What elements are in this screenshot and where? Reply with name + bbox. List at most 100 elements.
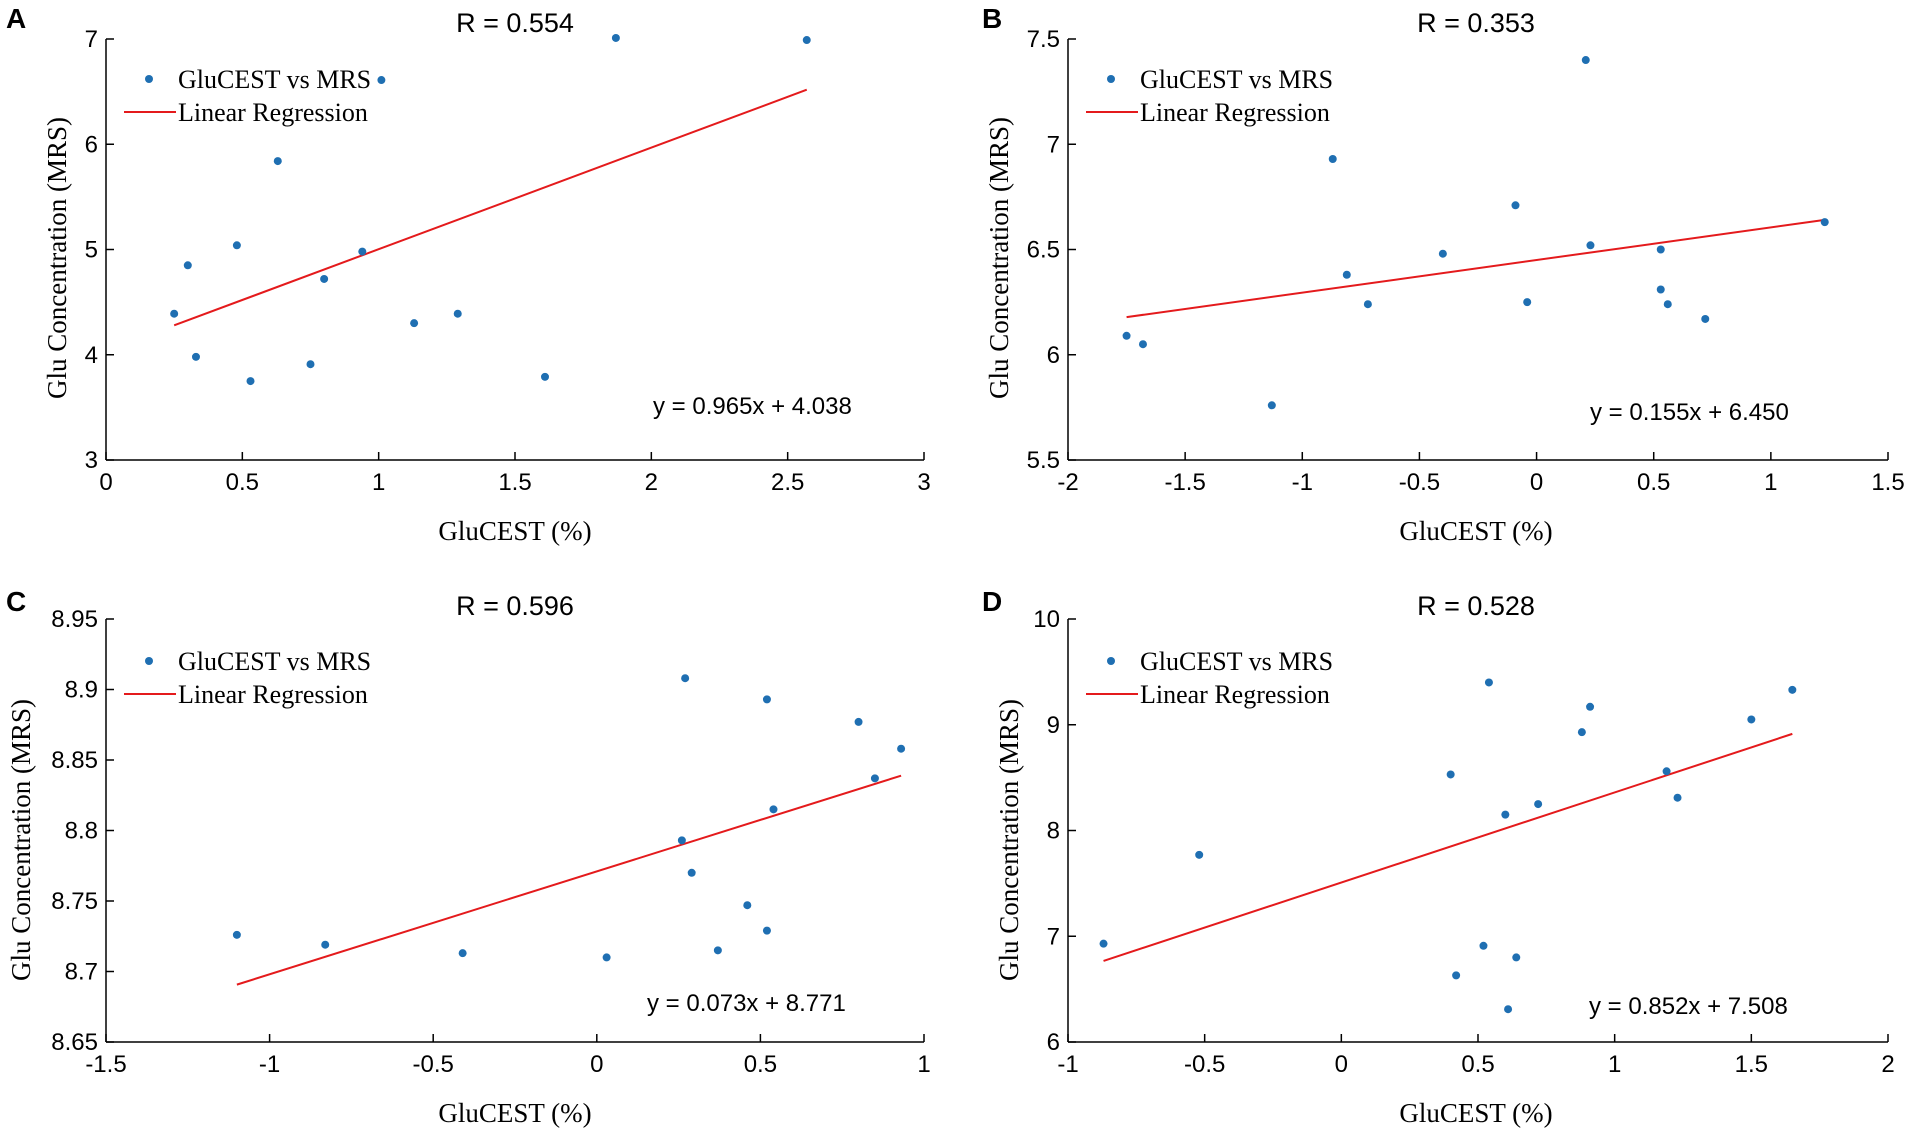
x-tick-label-a: 2 (645, 469, 658, 496)
data-point-c (321, 940, 330, 949)
x-tick-label-a: 0.5 (226, 469, 259, 496)
x-tick-label-b: 1.5 (1871, 469, 1904, 496)
data-point-a (246, 377, 255, 386)
y-tick-label-c: 8.9 (65, 677, 98, 704)
y-tick-label-c: 8.85 (51, 747, 98, 774)
y-tick-label-d: 6 (1047, 1029, 1060, 1056)
y-tick-label-b: 7.5 (1027, 26, 1060, 53)
x-tick-label-b: 1 (1764, 469, 1777, 496)
panel-letter-c: C (6, 586, 26, 617)
data-point-d (1586, 702, 1595, 711)
plot-area-a: 0 0.5 1 1.5 2 2.5 3 3 4 5 6 7 (85, 26, 931, 496)
data-point-c (743, 901, 752, 910)
x-tick-label-a: 2.5 (771, 469, 804, 496)
x-tick-label-d: 1 (1608, 1051, 1621, 1078)
y-tick-label-a: 6 (85, 131, 98, 158)
legend-label-regression-a: Linear Regression (178, 98, 368, 127)
data-point-a (802, 36, 811, 45)
x-tick-label-a: 3 (917, 469, 930, 496)
legend-label-regression-b: Linear Regression (1140, 98, 1330, 127)
panel-letter-a: A (6, 3, 26, 34)
data-point-d (1479, 941, 1488, 950)
y-tick-label-c: 8.7 (65, 959, 98, 986)
data-point-b (1586, 241, 1595, 250)
regression-line-c (236, 774, 902, 986)
data-point-a (453, 309, 462, 318)
x-tick-label-d: 2 (1881, 1051, 1894, 1078)
y-tick-label-c: 8.95 (51, 606, 98, 633)
data-point-c (897, 744, 906, 753)
x-tick-label-a: 1 (372, 469, 385, 496)
x-axis-label-d: GluCEST (%) (1399, 1098, 1552, 1128)
y-tick-label-b: 6 (1047, 342, 1060, 369)
y-tick-label-d: 8 (1047, 818, 1060, 845)
x-axis-label-b: GluCEST (%) (1399, 516, 1552, 546)
y-tick-label-c: 8.65 (51, 1029, 98, 1056)
legend-c: GluCEST vs MRS Linear Regression (124, 647, 371, 709)
y-tick-label-a: 4 (85, 342, 98, 369)
data-point-c (713, 946, 722, 955)
data-point-c (687, 868, 696, 877)
y-tick-label-d: 7 (1047, 923, 1060, 950)
legend-label-regression-d: Linear Regression (1140, 680, 1330, 709)
x-tick-label-d: 1.5 (1735, 1051, 1768, 1078)
panel-a: A R = 0.554 0 0.5 1 1.5 2 2.5 3 3 4 5 6 7 GluCEST (… (6, 3, 931, 546)
data-point-a (306, 360, 315, 369)
data-point-d (1195, 850, 1204, 859)
data-point-b (1820, 218, 1829, 227)
data-point-a (191, 352, 200, 361)
data-point-c (677, 836, 686, 845)
y-tick-label-a: 7 (85, 26, 98, 53)
legend-label-scatter-c: GluCEST vs MRS (178, 647, 371, 676)
x-tick-label-b: -1.5 (1164, 469, 1205, 496)
regression-equation-d: y = 0.852x + 7.508 (1589, 993, 1788, 1020)
data-point-a (377, 76, 386, 85)
y-tick-label-b: 6.5 (1027, 237, 1060, 264)
chart-title-b: R = 0.353 (1417, 8, 1535, 38)
data-point-d (1662, 767, 1671, 776)
x-tick-label-b: 0 (1530, 469, 1543, 496)
x-tick-label-c: -1 (259, 1051, 280, 1078)
x-tick-label-b: -1 (1292, 469, 1313, 496)
legend-label-scatter-b: GluCEST vs MRS (1140, 65, 1333, 94)
panel-letter-b: B (982, 3, 1002, 34)
legend-d: GluCEST vs MRS Linear Regression (1086, 647, 1333, 709)
data-point-c (762, 926, 771, 935)
data-point-c (769, 805, 778, 814)
data-point-a (540, 372, 549, 381)
data-point-b (1523, 298, 1532, 307)
regression-equation-b: y = 0.155x + 6.450 (1590, 399, 1789, 426)
regression-equation-a: y = 0.965x + 4.038 (653, 393, 852, 420)
x-tick-label-c: -1.5 (85, 1051, 126, 1078)
x-tick-label-b: -2 (1057, 469, 1078, 496)
data-point-d (1512, 953, 1521, 962)
regression-line-d (1103, 732, 1793, 962)
data-point-d (1577, 728, 1586, 737)
data-point-b (1663, 300, 1672, 309)
data-point-d (1099, 939, 1108, 948)
plot-area-c: -1.5 -1 -0.5 0 0.5 1 8.65 8.7 8.75 8.8 8.85 8.9 8.95 (51, 606, 930, 1078)
y-tick-label-d: 10 (1033, 606, 1060, 633)
data-point-d (1747, 715, 1756, 724)
data-point-c (870, 774, 879, 783)
legend-marker-scatter-a (145, 75, 153, 83)
data-point-c (458, 949, 467, 958)
y-tick-label-d: 9 (1047, 712, 1060, 739)
data-point-a (170, 309, 179, 318)
data-point-a (232, 241, 241, 250)
y-axis-label-a: Glu Concentration (MRS) (42, 117, 72, 399)
data-point-a (320, 274, 329, 283)
y-tick-label-c: 8.8 (65, 818, 98, 845)
data-point-a (410, 319, 419, 328)
legend-a: GluCEST vs MRS Linear Regression (124, 65, 371, 127)
legend-b: GluCEST vs MRS Linear Regression (1086, 65, 1333, 127)
x-tick-label-d: -0.5 (1184, 1051, 1225, 1078)
data-point-b (1656, 245, 1665, 254)
x-tick-label-a: 1.5 (498, 469, 531, 496)
data-point-b (1656, 285, 1665, 294)
data-point-d (1534, 800, 1543, 809)
y-tick-label-a: 3 (85, 447, 98, 474)
data-point-c (854, 717, 863, 726)
legend-marker-scatter-d (1107, 657, 1115, 665)
